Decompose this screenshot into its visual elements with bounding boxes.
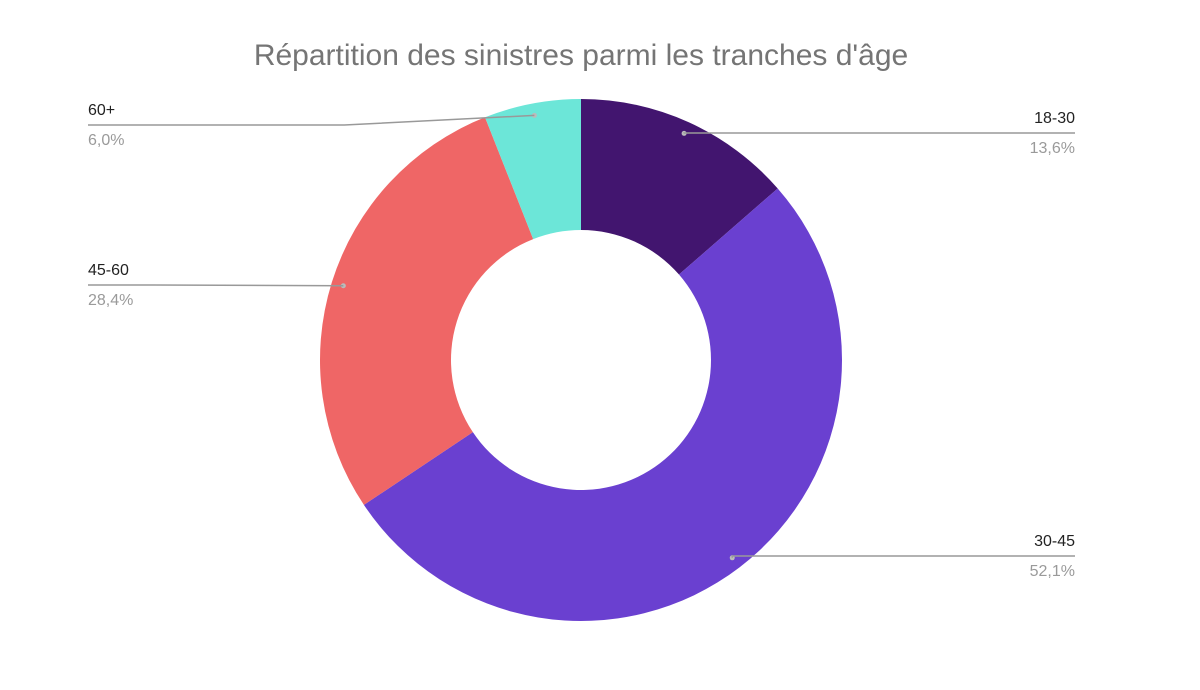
slice-label: 30-45 [1034,533,1075,550]
leader-line [88,284,344,287]
donut-slice [320,117,534,505]
slice-value: 52,1% [1030,563,1075,580]
slice-label: 18-30 [1034,110,1075,127]
leader-line [88,114,535,126]
chart-title: Répartition des sinistres parmi les tran… [254,39,908,72]
slice-value: 6,0% [88,132,124,149]
slice-value: 13,6% [1030,140,1075,157]
slice-label: 60+ [88,102,115,119]
leader-line [731,555,1075,558]
donut-slice [363,188,843,622]
slice-value: 28,4% [88,292,133,309]
slice-label: 45-60 [88,262,129,279]
donut-slice [581,99,778,275]
donut-slice [485,99,581,240]
